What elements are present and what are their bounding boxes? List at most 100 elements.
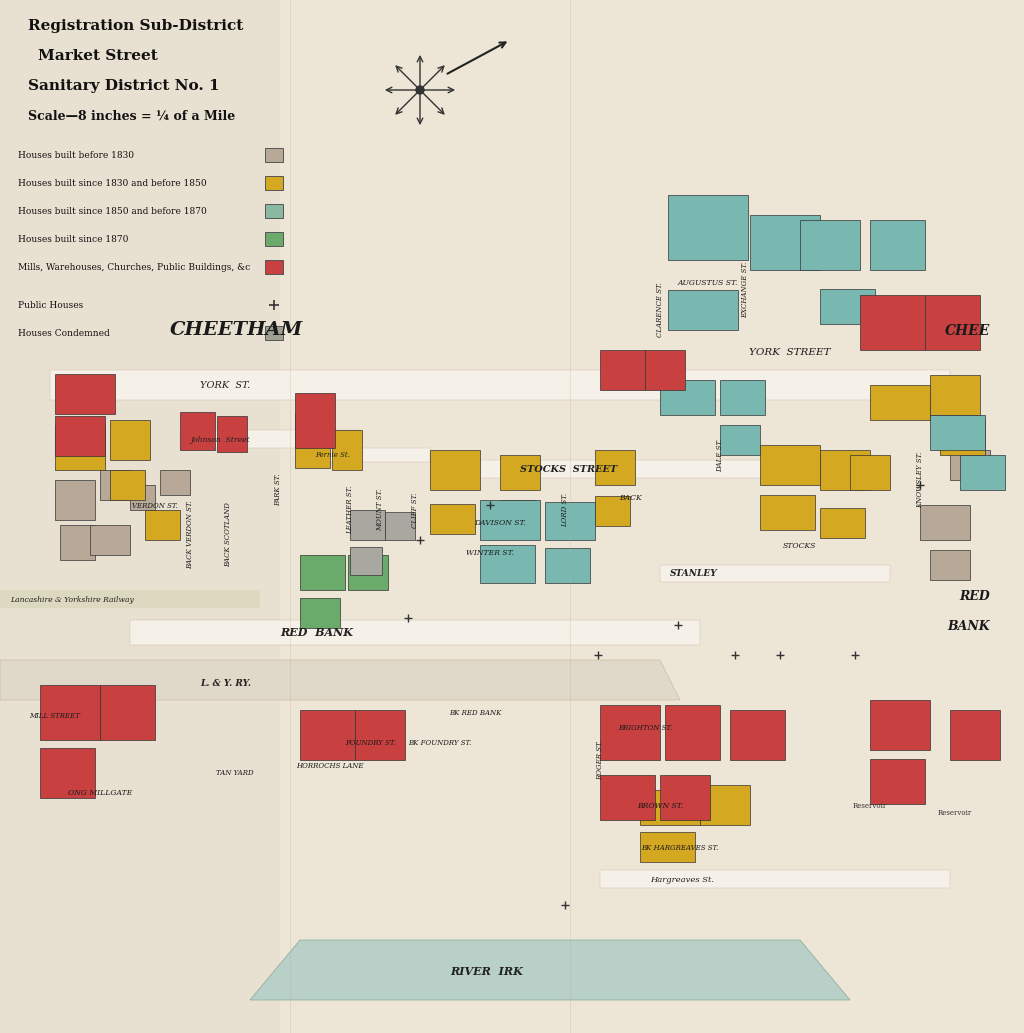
Bar [600,350,645,390]
Text: LORD ST.: LORD ST. [561,493,569,527]
Text: YORK  ST.: YORK ST. [200,381,250,390]
Bar [720,425,760,455]
Polygon shape [600,870,950,888]
Bar [595,450,635,486]
Text: Johnson  Street: Johnson Street [190,436,250,444]
Polygon shape [0,660,680,700]
Text: STOCKS: STOCKS [783,542,817,550]
Text: BK FOUNDRY ST.: BK FOUNDRY ST. [409,739,472,747]
Bar [55,480,95,520]
Text: Houses built since 1870: Houses built since 1870 [18,234,128,244]
Bar [40,748,95,799]
Text: MOUNT ST.: MOUNT ST. [376,489,384,531]
Text: Houses built since 1850 and before 1870: Houses built since 1850 and before 1870 [18,207,207,216]
Text: STANLEY: STANLEY [670,569,718,578]
Text: EXCHANGE ST.: EXCHANGE ST. [741,262,749,318]
Bar [950,710,1000,760]
Text: BK HARGREAVES ST.: BK HARGREAVES ST. [641,844,719,852]
Text: CHEE: CHEE [944,324,990,338]
Bar [925,295,980,350]
Bar [145,510,180,540]
Bar [265,148,283,162]
Bar [668,195,748,260]
Bar [110,420,150,460]
Bar [300,710,355,760]
Bar [640,790,700,825]
Bar [265,204,283,218]
Bar [750,215,820,270]
Polygon shape [50,370,950,400]
Text: WINTER ST.: WINTER ST. [466,549,514,557]
Bar [800,220,860,270]
Text: RED  BANK: RED BANK [280,627,353,638]
Polygon shape [280,0,1024,1033]
Text: BANK: BANK [947,620,990,633]
Bar [355,710,406,760]
Bar [640,832,695,862]
Bar [160,470,190,495]
Bar [217,416,247,452]
Bar [860,295,925,350]
Bar [665,705,720,760]
Bar [265,326,283,340]
Text: STOCKS  STREET: STOCKS STREET [520,465,617,474]
Text: DAVISON ST.: DAVISON ST. [474,519,526,527]
Bar [100,685,155,740]
Bar [850,455,890,490]
Text: ROGER ST.: ROGER ST. [596,740,604,780]
Text: RED: RED [959,590,990,603]
Bar [870,759,925,804]
Bar [700,785,750,825]
Text: LEATHER ST.: LEATHER ST. [346,486,354,534]
Bar [930,550,970,580]
Bar [820,289,874,324]
Bar [950,450,990,480]
Bar [820,508,865,538]
Polygon shape [660,565,890,582]
Polygon shape [0,590,260,608]
Text: Registration Sub-District: Registration Sub-District [28,19,244,33]
Polygon shape [310,448,430,462]
Bar [500,500,535,530]
Text: HORROCHS LANE: HORROCHS LANE [296,762,364,770]
Text: CLARENCE ST.: CLARENCE ST. [656,283,664,338]
Bar [295,413,330,468]
Bar [961,455,1005,490]
Polygon shape [470,460,840,478]
Bar [90,525,130,555]
Text: Scale—8 inches = ¼ of a Mile: Scale—8 inches = ¼ of a Mile [28,109,236,123]
Text: Fernie St.: Fernie St. [315,451,350,459]
Bar [668,290,738,330]
Text: Houses built before 1830: Houses built before 1830 [18,151,134,159]
Text: L. & Y. RY.: L. & Y. RY. [200,679,251,688]
Bar [55,374,115,414]
Bar [430,450,480,490]
Bar [730,710,785,760]
Text: Houses Condemned: Houses Condemned [18,328,110,338]
Text: BACK VERDON ST.: BACK VERDON ST. [186,501,194,569]
Text: ONG MILLGATE: ONG MILLGATE [68,789,132,797]
Bar [870,385,930,420]
Bar [100,470,130,500]
Bar [110,470,145,500]
Bar [348,555,388,590]
Text: MILL STREET: MILL STREET [30,712,81,720]
Bar [350,547,382,575]
Polygon shape [180,430,360,448]
Text: FOUNDRY ST.: FOUNDRY ST. [345,739,395,747]
Text: Lancashire & Yorkshire Railway: Lancashire & Yorkshire Railway [10,596,134,604]
Bar [295,393,335,448]
Bar [600,705,660,760]
Text: CLIFF ST.: CLIFF ST. [411,493,419,528]
Text: BACK: BACK [618,494,641,502]
Text: Sanitary District No. 1: Sanitary District No. 1 [28,79,219,93]
Bar [660,775,710,820]
Bar [265,176,283,190]
Text: BACK SCOTLAND: BACK SCOTLAND [224,503,232,567]
Text: BROWN ST.: BROWN ST. [637,802,683,810]
Polygon shape [250,940,850,1000]
Text: CHEETHAM: CHEETHAM [170,321,303,339]
Bar [55,416,105,456]
Text: Public Houses: Public Houses [18,301,83,310]
Text: Mills, Warehouses, Churches, Public Buildings, &c: Mills, Warehouses, Churches, Public Buil… [18,262,250,272]
